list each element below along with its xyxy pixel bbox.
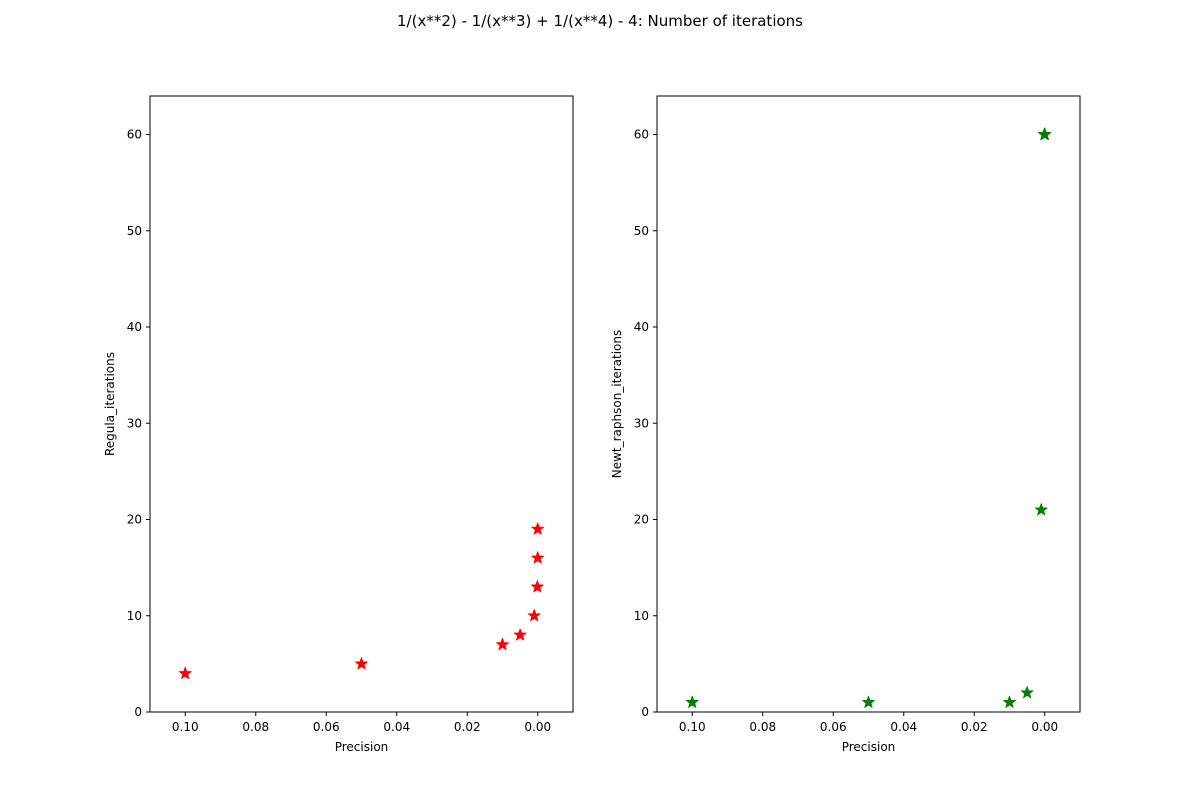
x-tick-label: 0.06 bbox=[820, 720, 847, 734]
subplot-1: 0.10 0.08 0.06 0.04 0.02 0.00 0 10 20 30 40 50 60 Pre… bbox=[103, 95, 574, 754]
y-axis-label: Regula_iterations bbox=[103, 352, 117, 456]
data-point bbox=[530, 580, 544, 593]
data-point bbox=[1034, 503, 1048, 516]
data-point bbox=[531, 551, 545, 564]
y-tick-label: 10 bbox=[634, 609, 649, 623]
y-tick-label: 0 bbox=[134, 705, 142, 719]
x-tick-label: 0.10 bbox=[679, 720, 706, 734]
x-tick-label: 0.04 bbox=[383, 720, 410, 734]
y-tick-label: 10 bbox=[127, 609, 142, 623]
x-tick-label: 0.10 bbox=[172, 720, 199, 734]
data-point bbox=[1020, 685, 1034, 699]
data-point bbox=[178, 666, 192, 680]
plot-frame bbox=[656, 95, 1081, 713]
y-tick-label: 60 bbox=[127, 128, 142, 142]
x-tick-label: 0.06 bbox=[313, 720, 340, 734]
y-tick-label: 0 bbox=[641, 705, 649, 719]
y-tick-label: 40 bbox=[634, 320, 649, 334]
data-point bbox=[862, 695, 875, 708]
y-tick-label: 60 bbox=[634, 128, 649, 142]
y-tick-label: 50 bbox=[127, 224, 142, 238]
data-point bbox=[531, 522, 545, 535]
data-point bbox=[355, 657, 368, 670]
x-axis-label: Precision bbox=[842, 740, 896, 754]
x-tick-label: 0.08 bbox=[749, 720, 776, 734]
y-axis-label: Newt_raphson_iterations bbox=[610, 330, 624, 479]
x-tick-label: 0.04 bbox=[890, 720, 917, 734]
y-tick-label: 40 bbox=[127, 320, 142, 334]
subplot-2: 0.10 0.08 0.06 0.04 0.02 0.00 0 10 20 30 40 50 60 Pre… bbox=[610, 95, 1081, 754]
y-tick-label: 20 bbox=[634, 513, 649, 527]
data-point bbox=[1038, 127, 1052, 141]
plot-frame bbox=[149, 95, 574, 713]
x-axis-label: Precision bbox=[335, 740, 389, 754]
y-tick-label: 30 bbox=[634, 416, 649, 430]
x-tick-label: 0.02 bbox=[961, 720, 988, 734]
y-tick-label: 30 bbox=[127, 416, 142, 430]
data-point bbox=[685, 695, 699, 708]
data-point bbox=[513, 628, 527, 641]
x-tick-label: 0.00 bbox=[1031, 720, 1058, 734]
data-point bbox=[1003, 695, 1016, 708]
x-tick-label: 0.02 bbox=[454, 720, 481, 734]
x-tick-label: 0.00 bbox=[524, 720, 551, 734]
y-tick-label: 20 bbox=[127, 513, 142, 527]
data-point bbox=[527, 608, 541, 622]
y-tick-label: 50 bbox=[634, 224, 649, 238]
figure-title: 1/(x**2) - 1/(x**3) + 1/(x**4) - 4: Numb… bbox=[397, 12, 803, 30]
x-tick-label: 0.08 bbox=[242, 720, 269, 734]
data-point bbox=[496, 637, 509, 651]
